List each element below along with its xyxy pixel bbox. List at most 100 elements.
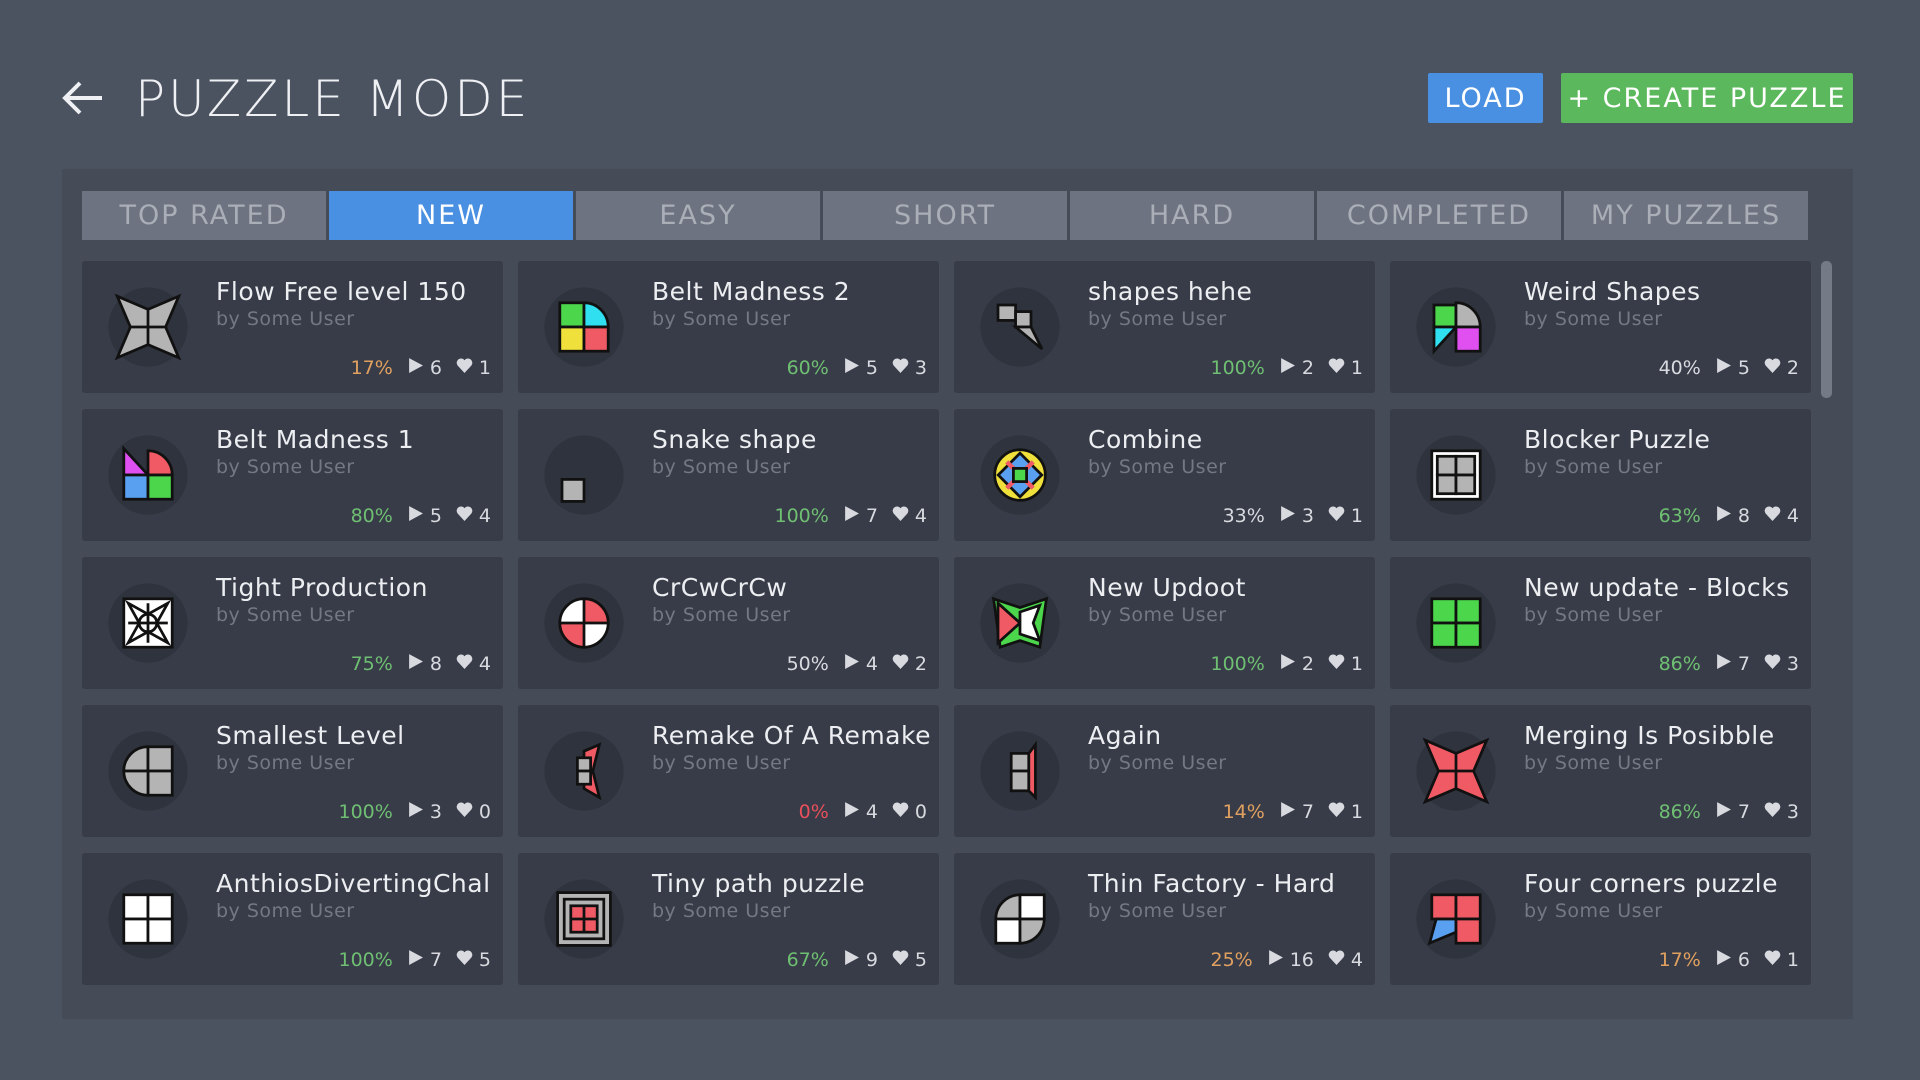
puzzle-stats: 33% 3 1: [1223, 505, 1363, 527]
puzzle-title: AnthiosDivertingChal: [216, 869, 491, 898]
heart-icon: [892, 801, 909, 823]
puzzle-stats: 100% 3 0: [338, 801, 491, 823]
completion-rate: 63%: [1658, 505, 1701, 527]
load-button[interactable]: LOAD: [1428, 73, 1543, 123]
puzzle-card[interactable]: Blocker Puzzle by Some User 63% 8 4: [1390, 409, 1811, 541]
puzzle-stats: 17% 6 1: [351, 357, 491, 379]
like-count: 4: [1350, 949, 1363, 971]
completion-rate: 33%: [1222, 505, 1265, 527]
puzzle-author: by Some User: [216, 752, 355, 774]
completion-rate: 17%: [350, 357, 393, 379]
puzzle-small-square-icon: [540, 431, 628, 519]
puzzle-thin-factory-icon: [976, 875, 1064, 963]
puzzle-title: Tight Production: [216, 573, 428, 602]
completion-rate: 80%: [350, 505, 393, 527]
puzzle-remake-icon: [540, 727, 628, 815]
puzzle-title: Four corners puzzle: [1524, 869, 1778, 898]
heart-icon: [456, 949, 473, 971]
play-count: 7: [429, 949, 442, 971]
puzzle-card[interactable]: Remake Of A Remake by Some User 0% 4 0: [518, 705, 939, 837]
play-icon: [843, 357, 860, 379]
puzzle-card[interactable]: Snake shape by Some User 100% 7 4: [518, 409, 939, 541]
play-icon: [407, 357, 424, 379]
play-count: 9: [865, 949, 878, 971]
tab-short[interactable]: SHORT: [823, 191, 1067, 240]
puzzle-stats: 25% 16 4: [1210, 949, 1363, 971]
completion-rate: 17%: [1658, 949, 1701, 971]
play-count: 5: [865, 357, 878, 379]
puzzle-stats: 50% 4 2: [787, 653, 927, 675]
scrollbar[interactable]: [1821, 261, 1832, 398]
tab-new[interactable]: NEW: [329, 191, 573, 240]
puzzle-card[interactable]: AnthiosDivertingChal by Some User 100% 7…: [82, 853, 503, 985]
tab-top-rated[interactable]: TOP RATED: [82, 191, 326, 240]
puzzle-card[interactable]: CrCwCrCw by Some User 50% 4 2: [518, 557, 939, 689]
like-count: 1: [1350, 801, 1363, 823]
play-count: 3: [429, 801, 442, 823]
heart-icon: [892, 505, 909, 527]
puzzle-author: by Some User: [1524, 456, 1663, 478]
play-icon: [843, 949, 860, 971]
tab-completed[interactable]: COMPLETED: [1317, 191, 1561, 240]
puzzle-card[interactable]: Weird Shapes by Some User 40% 5 2: [1390, 261, 1811, 393]
puzzle-title: CrCwCrCw: [652, 573, 788, 602]
like-count: 3: [1786, 801, 1799, 823]
puzzle-title: shapes hehe: [1088, 277, 1253, 306]
play-icon: [1279, 653, 1296, 675]
puzzle-author: by Some User: [652, 752, 791, 774]
puzzle-author: by Some User: [652, 900, 791, 922]
play-icon: [1715, 505, 1732, 527]
puzzle-stats: 14% 7 1: [1223, 801, 1363, 823]
like-count: 1: [1786, 949, 1799, 971]
completion-rate: 86%: [1658, 801, 1701, 823]
tab-hard[interactable]: HARD: [1070, 191, 1314, 240]
puzzle-updoot-color-icon: [976, 579, 1064, 667]
play-icon: [1279, 357, 1296, 379]
puzzle-card[interactable]: Flow Free level 150 by Some User 17% 6 1: [82, 261, 503, 393]
back-arrow-icon[interactable]: [58, 78, 108, 118]
puzzle-card[interactable]: New Updoot by Some User 100% 2 1: [954, 557, 1375, 689]
puzzle-stats: 63% 8 4: [1659, 505, 1799, 527]
puzzle-title: New update - Blocks: [1524, 573, 1790, 602]
puzzle-card[interactable]: Thin Factory - Hard by Some User 25% 16 …: [954, 853, 1375, 985]
puzzle-card[interactable]: Again by Some User 14% 7 1: [954, 705, 1375, 837]
puzzle-card[interactable]: Smallest Level by Some User 100% 3 0: [82, 705, 503, 837]
puzzle-author: by Some User: [1088, 752, 1227, 774]
puzzle-card[interactable]: Merging Is Posibble by Some User 86% 7 3: [1390, 705, 1811, 837]
puzzle-card[interactable]: New update - Blocks by Some User 86% 7 3: [1390, 557, 1811, 689]
puzzle-card[interactable]: Belt Madness 1 by Some User 80% 5 4: [82, 409, 503, 541]
completion-rate: 100%: [338, 949, 393, 971]
play-count: 4: [865, 653, 878, 675]
puzzle-author: by Some User: [1088, 900, 1227, 922]
puzzle-author: by Some User: [216, 308, 355, 330]
play-count: 5: [429, 505, 442, 527]
play-count: 8: [1737, 505, 1750, 527]
tab-easy[interactable]: EASY: [576, 191, 820, 240]
play-count: 8: [429, 653, 442, 675]
play-count: 2: [1301, 357, 1314, 379]
puzzle-card[interactable]: shapes hehe by Some User 100% 2 1: [954, 261, 1375, 393]
puzzle-blocker-gray-icon: [1412, 431, 1500, 519]
play-count: 7: [865, 505, 878, 527]
play-count: 4: [865, 801, 878, 823]
play-count: 7: [1737, 653, 1750, 675]
create-puzzle-button[interactable]: + CREATE PUZZLE: [1561, 73, 1853, 123]
puzzle-author: by Some User: [1088, 308, 1227, 330]
puzzle-card[interactable]: Four corners puzzle by Some User 17% 6 1: [1390, 853, 1811, 985]
puzzle-card[interactable]: Belt Madness 2 by Some User 60% 5 3: [518, 261, 939, 393]
heart-icon: [1328, 357, 1345, 379]
like-count: 0: [914, 801, 927, 823]
puzzle-title: Combine: [1088, 425, 1203, 454]
puzzle-card[interactable]: Tight Production by Some User 75% 8 4: [82, 557, 503, 689]
tab-my-puzzles[interactable]: MY PUZZLES: [1564, 191, 1808, 240]
puzzle-card[interactable]: Tiny path puzzle by Some User 67% 9 5: [518, 853, 939, 985]
play-icon: [1715, 801, 1732, 823]
puzzle-author: by Some User: [652, 308, 791, 330]
puzzle-title: Snake shape: [652, 425, 817, 454]
like-count: 1: [1350, 653, 1363, 675]
puzzle-card[interactable]: Combine by Some User 33% 3 1: [954, 409, 1375, 541]
puzzle-stats: 40% 5 2: [1659, 357, 1799, 379]
puzzle-stats: 100% 2 1: [1210, 357, 1363, 379]
heart-icon: [1764, 801, 1781, 823]
puzzle-stats: 0% 4 0: [799, 801, 927, 823]
